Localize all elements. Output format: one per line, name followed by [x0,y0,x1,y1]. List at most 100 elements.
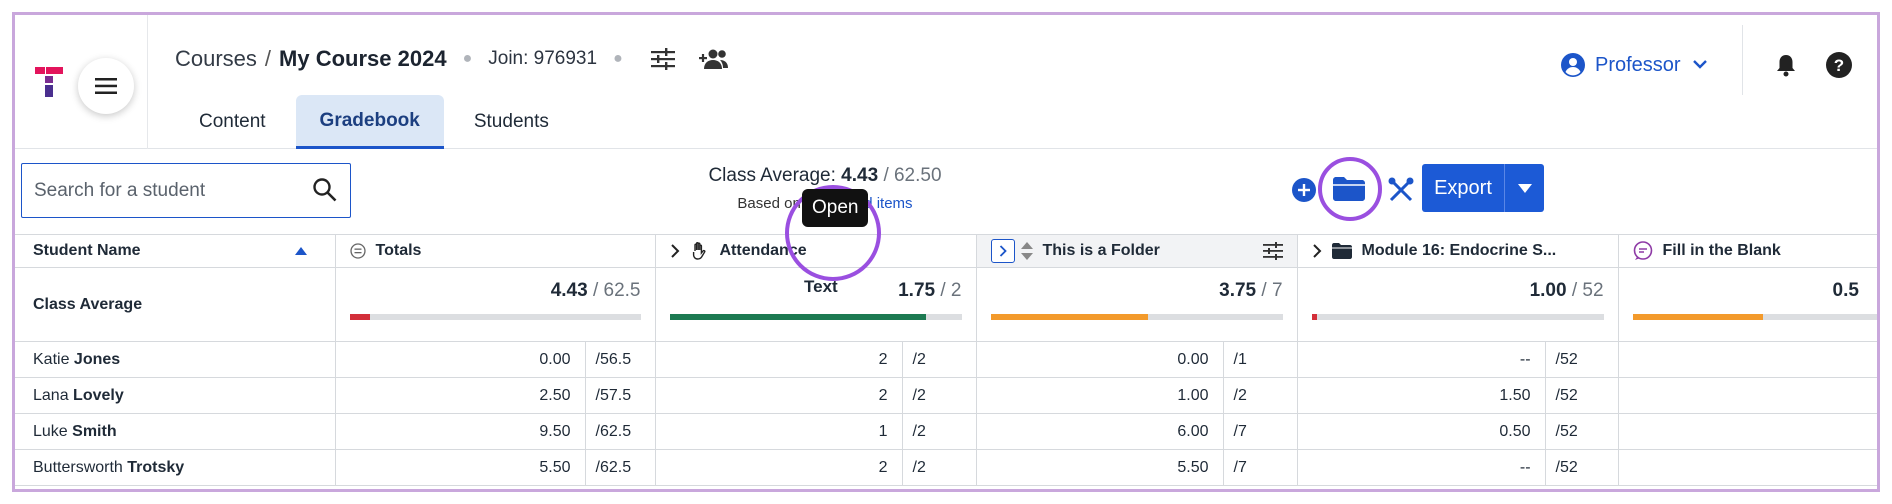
plus-circle-icon [1292,178,1316,202]
column-header-totals[interactable]: Totals [335,234,656,268]
score-cell[interactable]: 9.50 [335,413,586,450]
export-dropdown-button[interactable] [1504,164,1544,212]
progress-fill [1632,314,1763,320]
score-cell[interactable]: 6.00 [976,413,1224,450]
course-settings-button[interactable] [650,48,675,70]
top-bar: Courses / My Course 2024 ● Join: 976931 … [15,15,1877,149]
avg-cell-folder: 3.75 / 7 [976,267,1298,342]
join-code: Join: 976931 [488,48,598,69]
student-name[interactable]: Lana Lovely [15,377,336,414]
score-cell[interactable]: 2 [655,341,903,378]
column-label: Module 16: Endocrine S... [1361,242,1557,259]
column-label: Student Name [33,242,141,259]
score-cell[interactable]: 5.50 [976,449,1224,486]
student-name[interactable]: Luke Smith [15,413,336,450]
max-cell: /56.5 [585,341,656,378]
export-button[interactable]: Export [1422,164,1504,212]
add-item-button[interactable] [1292,178,1316,207]
score-cell[interactable] [1618,449,1877,486]
caret-down-icon [1517,183,1532,193]
table-row[interactable]: Luke Smith 9.50 /62.5 1 /2 6.00 /7 0.50 … [15,413,1877,450]
student-name[interactable]: Katie Jones [15,341,336,378]
column-header-module-16[interactable]: Module 16: Endocrine S... [1297,234,1619,268]
max-cell: /52 [1545,377,1619,414]
score-cell[interactable]: 0.00 [976,341,1224,378]
score-cell[interactable]: -- [1297,341,1546,378]
avg-value: 1.00 [1529,280,1567,301]
first-name: Lana [33,386,69,404]
help-button[interactable]: ? [1826,52,1852,83]
column-header-student-name[interactable]: Student Name [15,234,336,268]
avg-value: 3.75 [1219,280,1257,301]
score-cell[interactable]: 1 [655,413,903,450]
sliders-icon [650,48,675,70]
column-header-fill-in-blank[interactable]: Fill in the Blank [1618,234,1877,268]
brand-panel [15,15,148,149]
progress-fill [1311,314,1318,320]
expand-chevron-icon[interactable] [1312,244,1322,258]
first-name: Katie [33,350,70,368]
row-label: Class Average [33,295,143,313]
add-people-button[interactable] [698,49,729,69]
table-row[interactable]: Lana Lovely 2.50 /57.5 2 /2 1.00 /2 1.50… [15,377,1877,414]
student-name[interactable]: Buttersworth Trotsky [15,449,336,486]
breadcrumb-separator: / [264,46,272,71]
max-cell: /52 [1545,413,1619,450]
sort-toggle-icon[interactable] [1020,242,1033,260]
progress-fill [349,314,370,320]
chevron-right-icon [999,245,1007,257]
progress-bar [1311,314,1604,320]
score-cell[interactable]: 1.50 [1297,377,1546,414]
main-menu-button[interactable] [78,58,134,114]
sort-asc-icon[interactable] [294,247,307,255]
max-cell: /52 [1545,449,1619,486]
score-cell[interactable]: 5.50 [335,449,586,486]
open-tooltip: Open [802,189,869,227]
svg-text:?: ? [1834,56,1844,75]
search-input[interactable] [34,179,294,202]
max-cell: /2 [902,413,977,450]
column-label: Attendance [719,242,807,259]
progress-fill [669,314,927,320]
max-cell: /7 [1223,413,1298,450]
class-average-value: 4.43 [841,165,879,186]
gradebook-tools-button[interactable] [1388,177,1414,208]
tab-content[interactable]: Content [199,111,266,132]
last-name: Lovely [73,386,124,404]
score-cell[interactable] [1618,341,1877,378]
max-cell: /2 [1223,377,1298,414]
based-on-text: Based on [737,195,801,212]
table-row[interactable]: Katie Jones 0.00 /56.5 2 /2 0.00 /1 -- /… [15,341,1877,378]
score-cell[interactable]: 2 [655,449,903,486]
tab-students[interactable]: Students [473,111,549,132]
role-switcher[interactable]: Professor [1561,53,1707,77]
score-cell[interactable]: 2.50 [335,377,586,414]
table-row[interactable]: Buttersworth Trotsky 5.50 /62.5 2 /2 5.5… [15,449,1877,486]
score-cell[interactable]: 0.00 [335,341,586,378]
column-settings-icon[interactable] [1262,242,1283,260]
last-name: Trotsky [127,458,185,476]
tab-gradebook[interactable]: Gradebook [295,95,444,149]
score-cell[interactable] [1618,377,1877,414]
expand-chevron-icon[interactable] [670,244,680,258]
score-cell[interactable]: 0.50 [1297,413,1546,450]
score-cell[interactable]: -- [1297,449,1546,486]
gradebook-table: Student Name Totals Attendance [15,234,1877,486]
open-folder-button[interactable] [990,239,1015,263]
avg-cell-attendance: 1.75 / 2 [655,267,977,342]
max-cell: /52 [1545,341,1619,378]
score-cell[interactable]: 2 [655,377,903,414]
logo-icon [35,67,63,97]
score-cell[interactable] [1618,413,1877,450]
max-cell: /2 [902,341,977,378]
notifications-button[interactable] [1776,53,1796,82]
tab-bar: Content Gradebook Students [175,95,573,149]
search-icon[interactable] [312,177,338,203]
score-cell[interactable]: 1.00 [976,377,1224,414]
breadcrumb-courses-link[interactable]: Courses [175,46,257,71]
hover-text-label: Text [804,277,838,296]
column-header-folder[interactable]: This is a Folder [976,234,1298,268]
totals-icon [349,243,366,259]
max-cell: /62.5 [585,449,656,486]
max-cell: /1 [1223,341,1298,378]
